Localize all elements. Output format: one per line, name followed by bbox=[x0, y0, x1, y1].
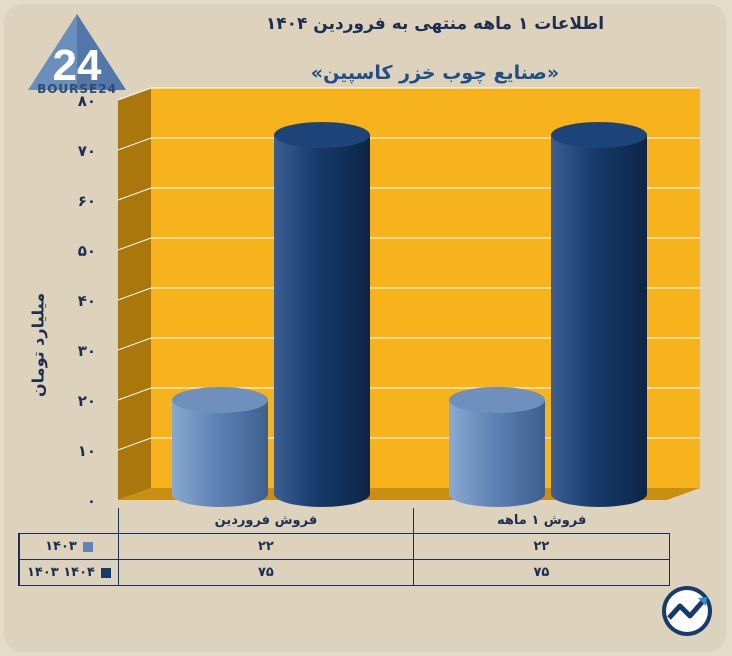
legend-swatch-1404 bbox=[101, 567, 111, 578]
logo-mark: 24 bbox=[53, 41, 102, 90]
y-tick-label: ۳۰ bbox=[78, 342, 96, 360]
chart-title: اطلاعات ۱ ماهه منتهی به فروردین ۱۴۰۴ bbox=[265, 14, 605, 34]
bars bbox=[172, 122, 647, 507]
y-tick-label: ۱۰ bbox=[78, 442, 96, 460]
grid-line bbox=[117, 87, 152, 101]
category-label: فروش ۱ ماهه bbox=[412, 508, 670, 534]
bourse24-logo: 24 bbox=[28, 14, 126, 90]
y-tick-label: ۲۰ bbox=[78, 392, 96, 410]
data-table: فروش فروردین فروش ۱ ماهه ۱۴۰۳ ۲۲ ۲۲ ۱۴۰۳… bbox=[18, 508, 671, 586]
grid-line bbox=[117, 287, 152, 301]
y-tick-labels: ۰ ۱۰ ۲۰ ۳۰ ۴۰ ۵۰ ۶۰ ۷۰ ۸۰ bbox=[78, 92, 96, 510]
y-tick-label: ۷۰ bbox=[78, 142, 96, 160]
grid-line bbox=[117, 437, 152, 451]
trend-arrow-icon bbox=[662, 586, 712, 636]
data-label: ۷۵ bbox=[412, 559, 671, 586]
series-legend-1404: ۱۴۰۳ ۱۴۰۴ bbox=[18, 559, 119, 586]
y-tick-label: ۰ bbox=[87, 492, 96, 510]
grid-line bbox=[117, 387, 152, 401]
y-tick-label: ۸۰ bbox=[78, 92, 96, 110]
table-row-1404: ۱۴۰۳ ۱۴۰۴ ۷۵ ۷۵ bbox=[18, 559, 671, 586]
table-header-row: فروش فروردین فروش ۱ ماهه bbox=[19, 508, 670, 534]
chart-subtitle: «صنایع چوب خزر کاسپین» bbox=[310, 62, 560, 84]
category-label: فروش فروردین bbox=[118, 508, 414, 534]
grid-line bbox=[117, 337, 152, 351]
data-label: ۷۵ bbox=[118, 559, 414, 586]
bar bbox=[274, 122, 370, 507]
data-label: ۲۲ bbox=[118, 533, 414, 560]
data-label: ۲۲ bbox=[412, 533, 671, 560]
bar bbox=[172, 387, 268, 507]
series-name: ۱۴۰۳ ۱۴۰۴ bbox=[26, 565, 95, 580]
y-tick-label: ۴۰ bbox=[78, 292, 96, 310]
logo-text: BOURSE24 bbox=[37, 82, 117, 96]
table-row-1403: ۱۴۰۳ ۲۲ ۲۲ bbox=[18, 533, 671, 560]
bar bbox=[449, 387, 545, 507]
series-name: ۱۴۰۳ bbox=[45, 539, 77, 554]
y-axis-label: میلیارد تومان bbox=[28, 292, 48, 398]
grid-line bbox=[117, 187, 152, 201]
y-tick-label: ۵۰ bbox=[78, 242, 96, 260]
grid-line bbox=[117, 137, 152, 151]
series-legend-1403: ۱۴۰۳ bbox=[18, 533, 119, 560]
y-tick-label: ۶۰ bbox=[78, 192, 96, 210]
bar bbox=[551, 122, 647, 507]
legend-swatch-1403 bbox=[82, 541, 93, 552]
grid-line bbox=[117, 237, 152, 251]
